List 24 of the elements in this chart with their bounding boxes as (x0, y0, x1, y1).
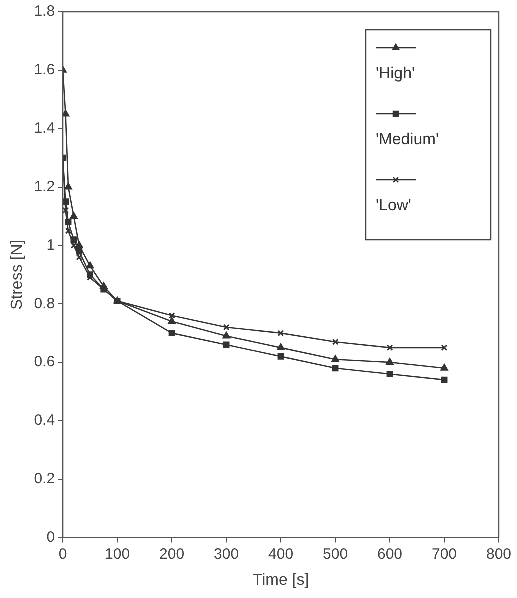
x-tick-label: 200 (160, 546, 185, 563)
x-tick-label: 700 (432, 546, 458, 563)
y-tick-label: 0 (46, 528, 56, 546)
y-tick-label: 0.2 (34, 470, 56, 488)
y-tick-label: 0.8 (34, 295, 56, 312)
legend-label: 'Low' (376, 197, 412, 214)
x-tick-label: 100 (105, 546, 130, 563)
y-tick-label: 1.4 (34, 120, 56, 137)
x-tick-label: 800 (486, 546, 512, 563)
y-tick-label: 1.6 (34, 62, 56, 79)
y-tick-label: 0.6 (34, 354, 56, 371)
x-axis-title: Time [s] (252, 572, 310, 589)
y-tick-label: 1 (46, 236, 56, 254)
legend-label: 'Medium' (376, 131, 440, 148)
y-tick-label: 1.8 (34, 3, 56, 20)
x-tick-label: 500 (323, 546, 348, 563)
y-tick-label: 0.4 (34, 412, 56, 430)
x-tick-label: 0 (58, 546, 68, 563)
x-tick-label: 300 (214, 546, 240, 563)
y-tick-label: 1.2 (34, 178, 56, 196)
y-axis-title: Stress [N] (9, 240, 26, 310)
x-tick-label: 400 (268, 546, 294, 563)
legend-label: 'High' (376, 65, 416, 82)
x-tick-label: 600 (377, 546, 403, 563)
